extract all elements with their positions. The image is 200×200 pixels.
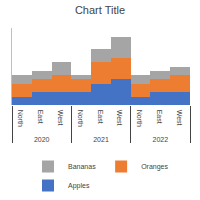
svg-text:2020: 2020 bbox=[34, 136, 50, 143]
svg-text:East: East bbox=[97, 110, 104, 124]
svg-text:Oranges: Oranges bbox=[141, 163, 168, 171]
svg-text:West: West bbox=[57, 110, 64, 126]
svg-text:Bananas: Bananas bbox=[68, 163, 96, 170]
svg-text:Apples: Apples bbox=[68, 182, 90, 190]
svg-text:Chart Title: Chart Title bbox=[75, 4, 125, 16]
svg-text:West: West bbox=[176, 110, 183, 126]
svg-text:North: North bbox=[136, 110, 143, 127]
svg-text:East: East bbox=[156, 110, 163, 124]
svg-text:West: West bbox=[116, 110, 123, 126]
svg-text:2021: 2021 bbox=[93, 136, 109, 143]
svg-text:2022: 2022 bbox=[153, 136, 169, 143]
svg-text:North: North bbox=[17, 110, 24, 127]
svg-text:North: North bbox=[77, 110, 84, 127]
svg-text:East: East bbox=[37, 110, 44, 124]
